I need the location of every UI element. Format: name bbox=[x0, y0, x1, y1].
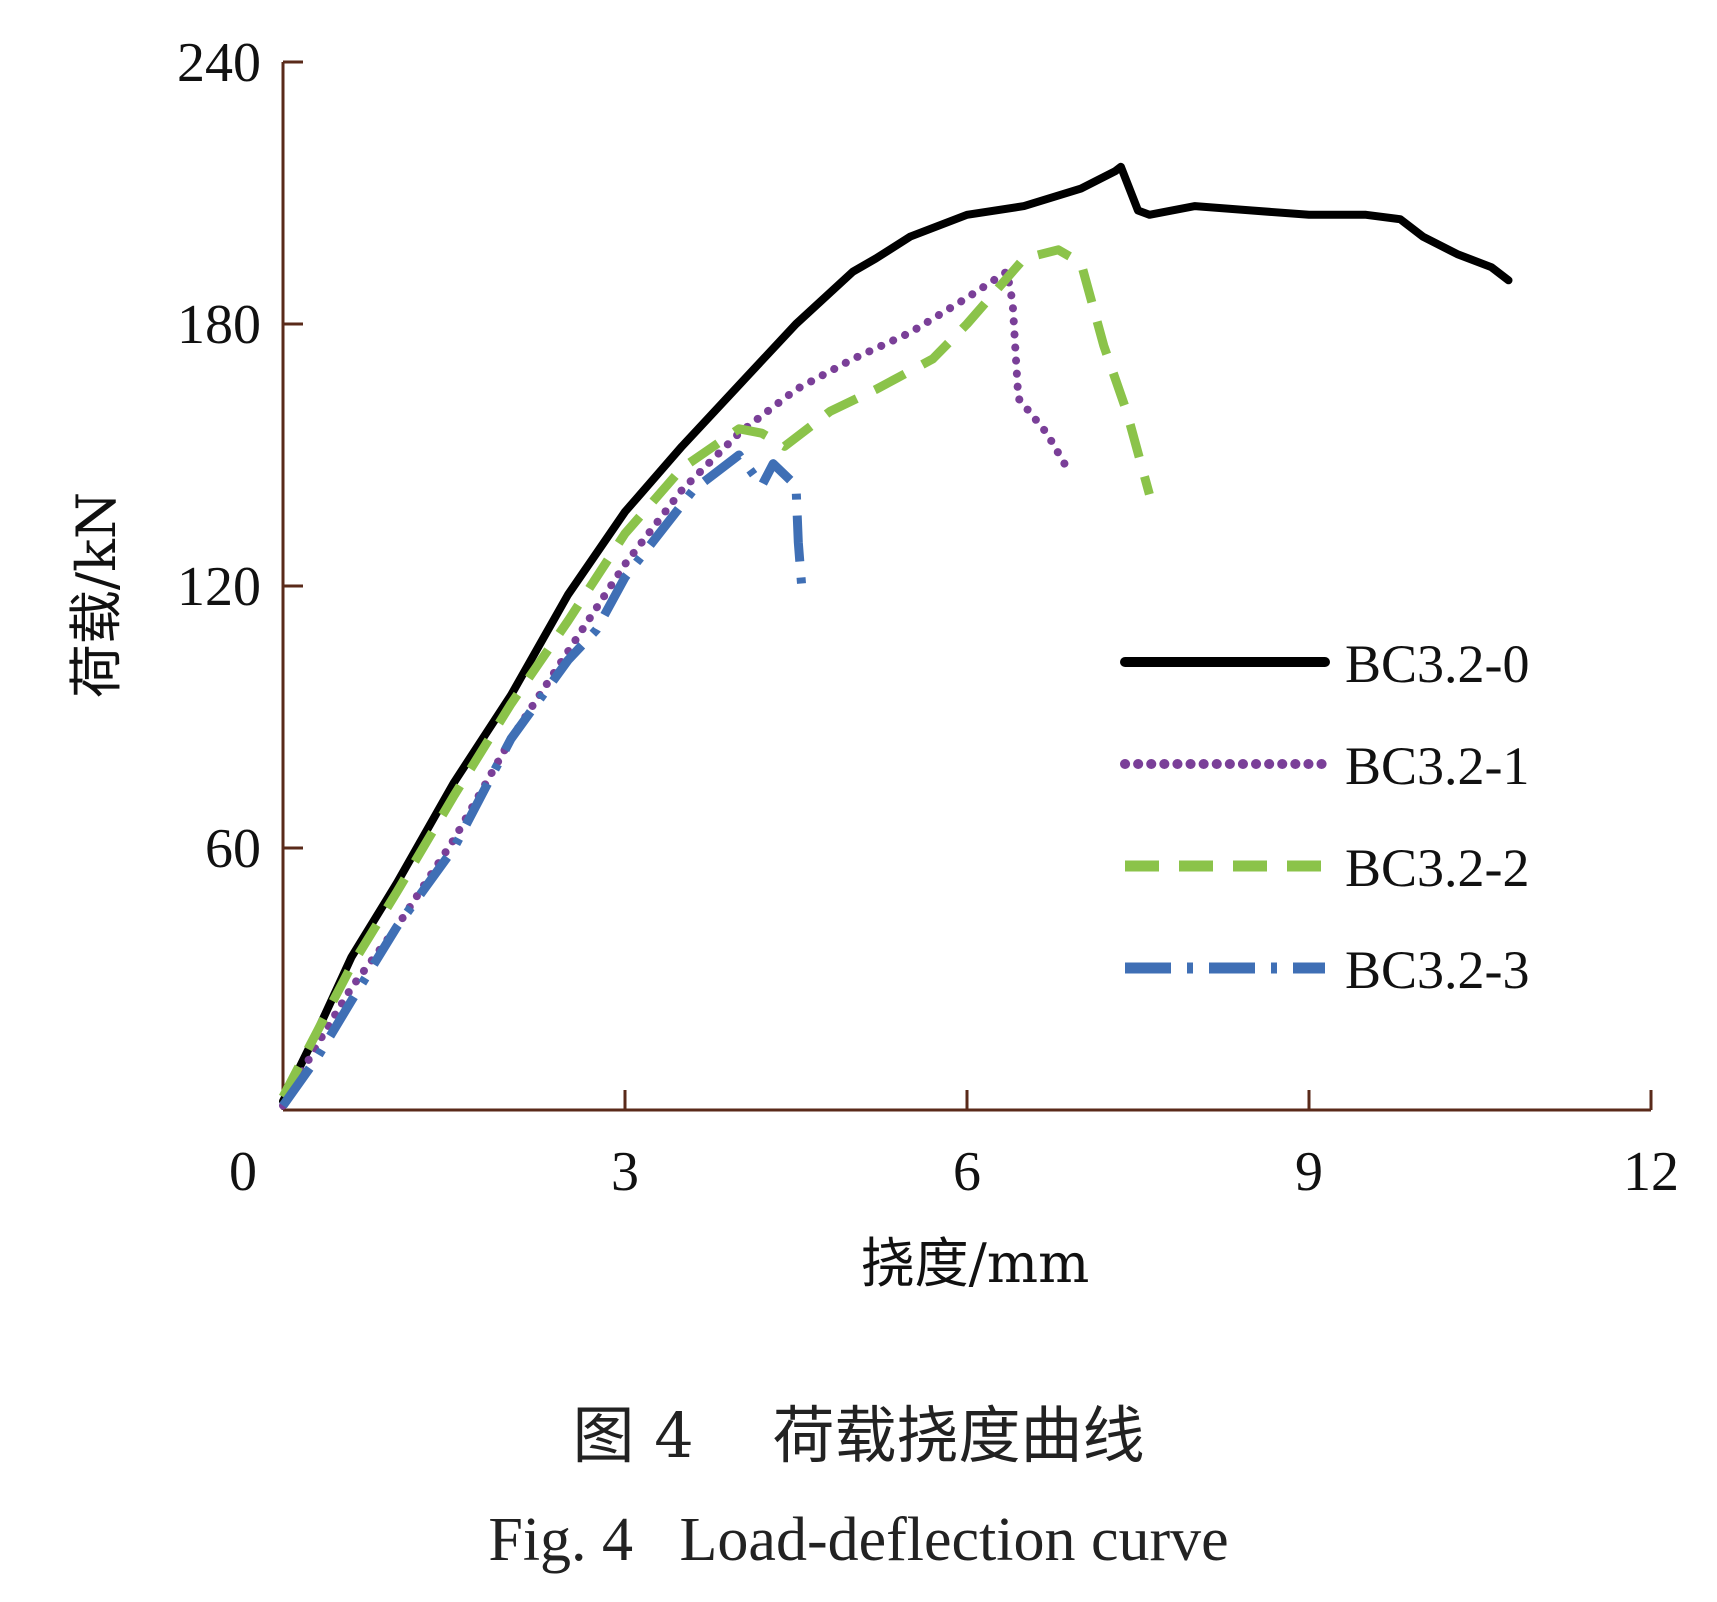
legend-label: BC3.2-3 bbox=[1345, 940, 1530, 1000]
x-tick-label: 0 bbox=[229, 1141, 257, 1203]
series-line-3 bbox=[279, 450, 807, 1109]
legend-label: BC3.2-2 bbox=[1345, 838, 1530, 898]
series-line-0 bbox=[279, 162, 1513, 1106]
series-line-1 bbox=[279, 267, 1074, 1110]
y-axis-title: 荷载/kN bbox=[65, 492, 128, 698]
x-tick-label: 3 bbox=[611, 1141, 639, 1203]
legend-label: BC3.2-0 bbox=[1345, 634, 1530, 694]
y-tick-label: 180 bbox=[177, 294, 261, 356]
x-axis-title: 挠度/mm bbox=[861, 1232, 1090, 1295]
series-line-2 bbox=[279, 245, 1154, 1099]
y-tick-label: 60 bbox=[205, 818, 261, 880]
x-tick-label: 6 bbox=[953, 1141, 981, 1203]
legend-label: BC3.2-1 bbox=[1345, 736, 1530, 796]
figure-caption-chinese: 图 4 荷载挠度曲线 bbox=[572, 1399, 1145, 1472]
y-tick-label: 120 bbox=[177, 556, 261, 618]
x-tick-label: 9 bbox=[1295, 1141, 1323, 1203]
y-tick-label: 240 bbox=[177, 32, 261, 94]
figure-caption-english: Fig. 4 Load-deflection curve bbox=[488, 1506, 1229, 1574]
x-tick-label: 12 bbox=[1623, 1141, 1679, 1203]
chart-legend: BC3.2-0 BC3.2-1 BC3.2-2 BC3.2-3 bbox=[1120, 634, 1530, 1000]
chart-axes: 60 120 180 240 0 3 6 9 12 bbox=[177, 32, 1679, 1203]
series-layer bbox=[279, 162, 1513, 1110]
